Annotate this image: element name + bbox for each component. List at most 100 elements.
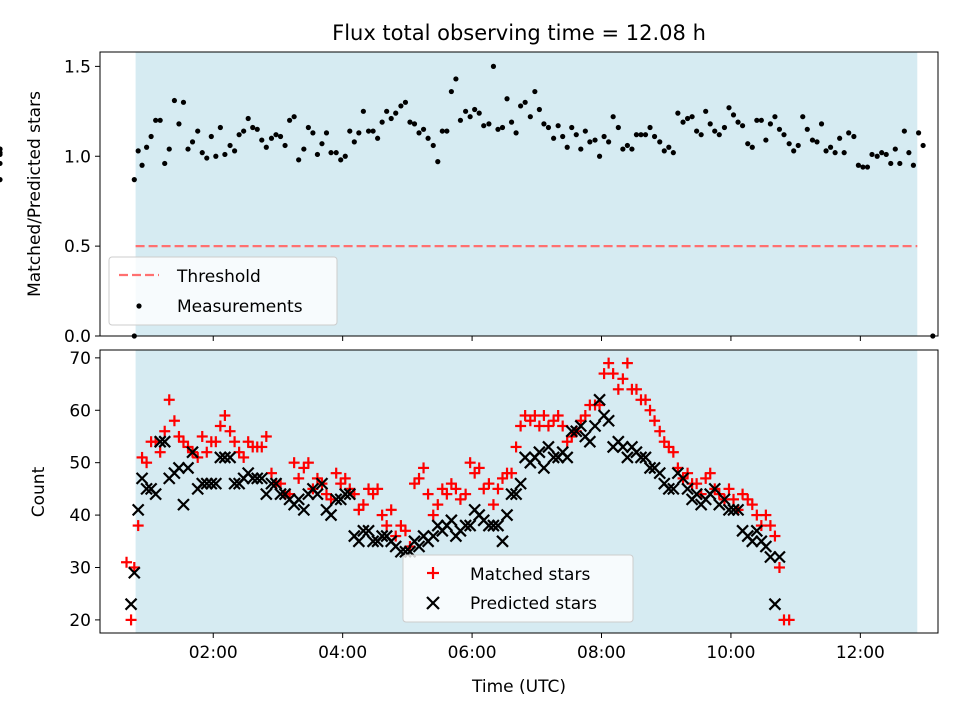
measurement-point bbox=[467, 114, 473, 120]
matched-star-point bbox=[654, 425, 666, 437]
predicted-star-point bbox=[352, 535, 366, 548]
measurement-point bbox=[143, 144, 150, 150]
measurement-point bbox=[282, 142, 288, 149]
predicted-star-point bbox=[315, 477, 329, 490]
matched-star-point bbox=[769, 530, 781, 542]
measurement-point bbox=[712, 128, 718, 134]
measurement-point bbox=[453, 76, 459, 82]
predicted-star-point bbox=[214, 451, 227, 464]
predicted-star-point bbox=[218, 451, 232, 464]
measurement-point bbox=[333, 150, 339, 156]
measurement-point bbox=[301, 146, 307, 152]
x-tick-label: 02:00 bbox=[189, 643, 238, 663]
predicted-star-point bbox=[366, 535, 380, 548]
matched-star-point bbox=[229, 436, 241, 448]
matched-star-point bbox=[256, 441, 268, 453]
measurement-point bbox=[680, 119, 686, 125]
measurement-point bbox=[791, 148, 797, 154]
measurement-point bbox=[837, 135, 843, 141]
top-axes-frame bbox=[99, 51, 939, 337]
measurement-point bbox=[208, 133, 214, 140]
measurement-point bbox=[786, 141, 792, 147]
measurement-point bbox=[508, 119, 515, 125]
measurement-point bbox=[758, 117, 764, 123]
bottom-x-ticks: 02:00 04:00 06:00 08:00 10:00 12:00 bbox=[189, 633, 885, 663]
measurement-point bbox=[536, 106, 542, 113]
measurement-point bbox=[841, 150, 847, 156]
chart-title: Flux total observing time = 12.08 h bbox=[332, 21, 706, 45]
measurement-point bbox=[883, 151, 889, 158]
matched-star-point bbox=[704, 467, 716, 479]
measurement-point bbox=[555, 123, 561, 129]
measurement-point bbox=[666, 144, 672, 150]
matched-star-point bbox=[667, 446, 679, 458]
measurement-point bbox=[490, 63, 497, 69]
measurement-point bbox=[675, 110, 681, 116]
matched-star-point bbox=[760, 509, 772, 521]
measurement-point bbox=[448, 88, 454, 95]
measurement-point bbox=[250, 124, 256, 131]
matched-star-point bbox=[418, 462, 430, 474]
measurement-point bbox=[236, 132, 242, 138]
predicted-star-point bbox=[537, 461, 551, 475]
predicted-star-point bbox=[718, 493, 731, 506]
measurement-point bbox=[166, 146, 172, 152]
measurement-point bbox=[162, 160, 168, 167]
matched-star-point bbox=[483, 478, 495, 490]
predicted-star-point bbox=[124, 597, 138, 611]
measurement-point bbox=[180, 99, 187, 105]
measurement-point bbox=[809, 137, 816, 143]
measurement-point bbox=[610, 114, 616, 120]
measurement-point bbox=[425, 135, 431, 141]
measurement-point bbox=[698, 132, 704, 138]
matched-star-point bbox=[385, 504, 397, 516]
predicted-star-point bbox=[593, 393, 606, 407]
measurement-point bbox=[319, 141, 325, 147]
predicted-star-point bbox=[250, 472, 264, 485]
measurement-point bbox=[879, 150, 885, 156]
predicted-star-point bbox=[463, 519, 477, 532]
measurement-point bbox=[601, 133, 607, 140]
matched-star-point bbox=[154, 446, 166, 458]
matched-star-point bbox=[487, 499, 499, 511]
measurement-point bbox=[347, 128, 353, 134]
measurement-point bbox=[915, 130, 922, 136]
measurement-point bbox=[832, 150, 838, 156]
measurement-point bbox=[684, 115, 691, 122]
measurement-point bbox=[772, 114, 778, 120]
matched-star-point bbox=[339, 472, 351, 484]
measurement-point bbox=[647, 124, 653, 131]
measurement-point bbox=[522, 99, 528, 105]
matched-star-point bbox=[132, 520, 144, 532]
matched-star-point bbox=[621, 357, 633, 369]
matched-star-point bbox=[422, 488, 434, 500]
predicted-star-point bbox=[746, 535, 759, 548]
measurement-point bbox=[781, 132, 787, 138]
measurement-point bbox=[582, 128, 588, 134]
measurement-point bbox=[245, 115, 251, 122]
matched-star-point bbox=[260, 430, 272, 442]
measurement-point bbox=[314, 151, 321, 158]
predicted-star-point bbox=[662, 482, 676, 496]
predicted-star-point bbox=[375, 529, 389, 543]
legend-predicted-label: Predicted stars bbox=[470, 594, 597, 614]
predicted-star-point bbox=[459, 519, 472, 532]
predicted-star-point bbox=[667, 482, 680, 496]
measurement-point bbox=[814, 139, 820, 145]
measurement-point bbox=[897, 160, 903, 167]
predicted-star-point bbox=[149, 487, 162, 501]
top-legend-box bbox=[108, 256, 338, 326]
measurement-point bbox=[259, 137, 265, 143]
measurement-point bbox=[254, 126, 260, 132]
predicted-star-point bbox=[676, 472, 690, 485]
measurement-point bbox=[342, 153, 348, 159]
y-tick-label: 1.0 bbox=[64, 147, 91, 167]
predicted-star-point bbox=[634, 451, 648, 464]
matched-star-point bbox=[214, 420, 226, 432]
bottom-axes-frame bbox=[99, 349, 939, 634]
predicted-star-point bbox=[768, 597, 782, 611]
measurement-point bbox=[277, 133, 284, 140]
predicted-star-point bbox=[533, 445, 546, 459]
measurement-point bbox=[629, 146, 635, 152]
matched-star-point bbox=[454, 493, 466, 505]
